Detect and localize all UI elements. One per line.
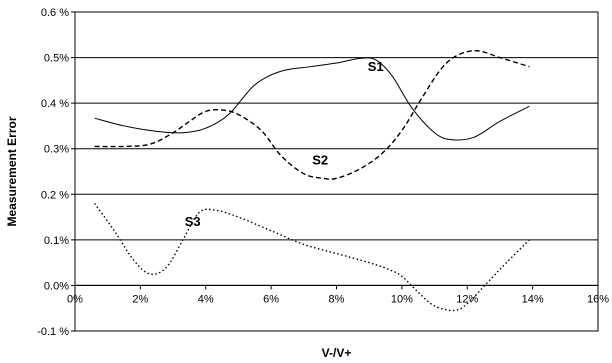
x-tick-label: 16% xyxy=(587,293,609,305)
x-tick-label: 6% xyxy=(263,293,279,305)
series-label-s3: S3 xyxy=(185,214,201,229)
y-tick-label: 0.6 % xyxy=(41,7,69,19)
x-tick-label: 2% xyxy=(132,293,148,305)
x-tick-label: 10% xyxy=(391,293,413,305)
series-label-s1: S1 xyxy=(368,59,384,74)
x-axis-title: V-/V+ xyxy=(322,346,352,360)
series-label-s2: S2 xyxy=(312,153,328,168)
x-tick-label: 12% xyxy=(456,293,478,305)
tick-labels: -0.1 % 0.0% 0.1% 0.2 % 0.3% 0.4 % 0.5% 0.6 % 0% 2… xyxy=(37,7,609,338)
x-tick-label: 14% xyxy=(522,293,544,305)
y-tick-label: 0.5% xyxy=(44,53,69,65)
y-axis-title: Measurement Error xyxy=(5,116,19,226)
series-line-s3 xyxy=(94,202,530,312)
y-tick-label: -0.1 % xyxy=(37,326,69,338)
axes xyxy=(71,11,599,332)
x-tick-label: 8% xyxy=(329,293,345,305)
x-tick-label: 0% xyxy=(67,293,83,305)
series-line-s1 xyxy=(94,57,530,141)
y-tick-label: 0.1% xyxy=(44,235,69,247)
series-lines xyxy=(94,50,530,312)
plot-frame xyxy=(74,11,599,332)
y-tick-label: 0.2 % xyxy=(41,189,69,201)
y-tick-label: 0.3% xyxy=(44,144,69,156)
series-line-s2 xyxy=(94,50,530,180)
y-tick-label: 0.0% xyxy=(44,280,69,292)
y-tick-label: 0.4 % xyxy=(41,98,69,110)
x-tick-label: 4% xyxy=(198,293,214,305)
gridlines xyxy=(75,11,598,332)
series-labels: S1 S2 S3 xyxy=(185,59,384,229)
